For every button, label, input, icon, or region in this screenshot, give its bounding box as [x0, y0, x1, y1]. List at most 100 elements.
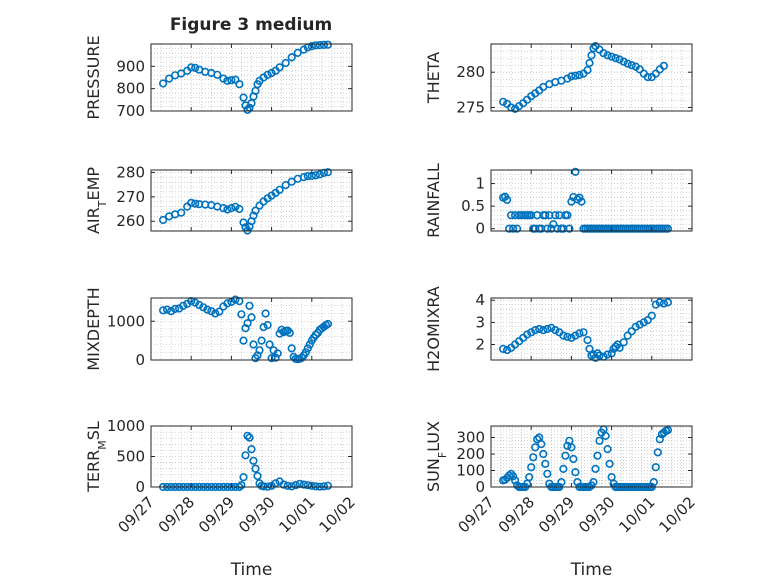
data-point [187, 198, 196, 207]
axes-box [150, 297, 353, 361]
data-point [510, 476, 520, 485]
y-axis-label: AIRTEMP [84, 167, 109, 234]
y-tick-label: 1000 [107, 417, 145, 435]
data-point [267, 68, 276, 78]
data-point [643, 72, 652, 82]
x-tick-label: 10/02 [656, 493, 699, 536]
data-point [285, 328, 294, 338]
y-tick-label: 4 [475, 291, 485, 309]
data-point [249, 456, 258, 465]
y-axis-label: H2OMIXRA [424, 286, 443, 372]
axes-box [150, 169, 353, 232]
y-tick-label: 2 [475, 336, 485, 354]
data-point [311, 41, 320, 50]
data-point [247, 313, 256, 322]
data-point [323, 319, 333, 329]
y-tick-label: 0 [135, 478, 145, 496]
data-point [655, 298, 664, 307]
data-point [265, 340, 274, 349]
data-point [231, 75, 240, 84]
data-point [615, 343, 624, 352]
data-point [563, 332, 572, 341]
data-point [567, 333, 576, 343]
data-point [231, 202, 240, 211]
data-point [249, 340, 258, 349]
data-point [508, 224, 518, 233]
data-point [593, 451, 602, 460]
data-point [319, 482, 329, 491]
data-point [315, 170, 324, 179]
data-point [235, 80, 244, 89]
data-point [537, 440, 546, 449]
data-point [599, 49, 608, 58]
data-point [557, 478, 566, 487]
y-axis-label: MIXDEPTH [84, 287, 103, 370]
y-tick-label: 3 [475, 313, 485, 331]
data-point [499, 97, 508, 106]
data-point [529, 453, 538, 462]
data-point [647, 311, 656, 320]
y-tick-label: 0 [475, 220, 485, 238]
data-point [187, 63, 196, 72]
data-point [245, 301, 254, 310]
y-axis-label: RAINFALL [424, 163, 443, 238]
data-point [245, 433, 254, 442]
data-point [307, 42, 316, 51]
data-point [549, 220, 558, 229]
data-point [165, 74, 174, 83]
data-point [275, 63, 284, 72]
x-tick-label: 09/28 [155, 493, 198, 536]
data-point [627, 327, 636, 336]
data-point [525, 473, 534, 482]
data-point [171, 304, 180, 314]
data-point [551, 211, 560, 220]
x-tick-label: 09/28 [495, 493, 538, 536]
data-point [237, 310, 246, 319]
data-point [583, 65, 592, 75]
axes-box [490, 169, 693, 232]
data-point [223, 76, 232, 85]
data-point [273, 349, 282, 358]
data-point [587, 51, 596, 60]
data-point [663, 224, 673, 233]
data-point [207, 307, 216, 316]
data-point [263, 70, 272, 79]
data-point [159, 79, 168, 88]
data-point [575, 329, 584, 338]
data-point [305, 340, 314, 349]
subplot-theta: 275 280 THETA [424, 41, 693, 116]
data-point [255, 346, 264, 355]
data-point [565, 224, 574, 233]
x-tick-label: 10/01 [615, 493, 658, 536]
data-point [508, 472, 518, 481]
data-point [275, 185, 284, 194]
subplot-air-temp: 260 270 280 AIRTEMP [84, 163, 353, 235]
data-point [573, 478, 582, 487]
data-point [239, 336, 248, 345]
data-point [301, 348, 310, 357]
y-tick-label: 280 [116, 163, 145, 181]
data-point [219, 74, 228, 83]
x-tick-label: 09/27 [455, 493, 498, 536]
x-axis-label: Time [570, 560, 613, 580]
data-point [523, 330, 532, 339]
data-point [663, 298, 673, 307]
data-point [631, 322, 640, 331]
x-tick-label: 10/02 [316, 493, 359, 536]
data-point [293, 48, 302, 58]
data-point [527, 328, 536, 337]
data-point [199, 303, 208, 312]
data-point [505, 224, 514, 233]
y-tick-label: 200 [456, 445, 485, 463]
data-point [547, 323, 556, 333]
data-point [159, 306, 168, 315]
data-point [257, 336, 266, 345]
data-point [659, 299, 669, 308]
data-point [287, 344, 296, 353]
data-point [267, 354, 276, 363]
data-point [512, 224, 522, 233]
data-point [311, 330, 320, 339]
y-tick-label: 0 [475, 478, 485, 496]
